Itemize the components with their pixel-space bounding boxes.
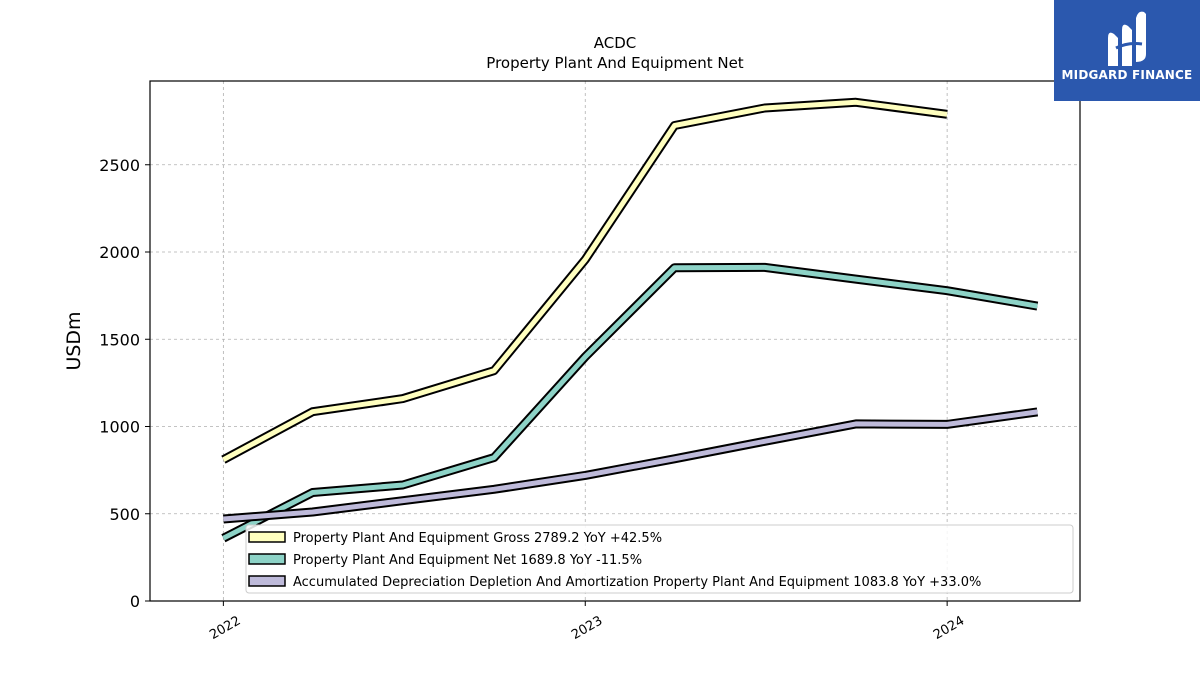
y-tick-label: 500	[109, 505, 140, 524]
series-line	[222, 264, 1038, 541]
plot-frame	[149, 80, 1081, 602]
brand-logo: MIDGARD FINANCE	[1054, 0, 1200, 101]
x-tick-label: 2023	[569, 613, 605, 643]
y-tick-label: 2000	[99, 243, 140, 262]
series-lines	[221, 97, 1039, 543]
logo-text: MIDGARD FINANCE	[1061, 68, 1193, 82]
chart-subtitle: Property Plant And Equipment Net	[486, 54, 743, 72]
y-tick-label: 2500	[99, 156, 140, 175]
legend-swatch	[248, 553, 286, 565]
legend-swatch	[248, 575, 286, 587]
legend-label: Accumulated Depreciation Depletion And A…	[293, 575, 981, 590]
chart-title: ACDC	[594, 34, 637, 52]
x-tick-label: 2024	[931, 613, 967, 643]
legend-box	[245, 524, 1074, 594]
legend: Property Plant And Equipment Gross 2789.…	[245, 524, 1074, 594]
y-tick-label: 1000	[99, 418, 140, 437]
midgard-logo-icon	[1108, 11, 1146, 67]
grid	[150, 81, 1080, 601]
y-tick-label: 0	[130, 592, 140, 611]
legend-label: Property Plant And Equipment Gross 2789.…	[293, 531, 662, 546]
y-tick-label: 1500	[99, 330, 140, 349]
series-line	[223, 409, 1038, 522]
x-tick-label: 2022	[207, 613, 243, 643]
y-axis-label: USDm	[63, 311, 85, 370]
legend-swatch	[248, 531, 286, 543]
legend-label: Property Plant And Equipment Net 1689.8 …	[293, 553, 642, 568]
